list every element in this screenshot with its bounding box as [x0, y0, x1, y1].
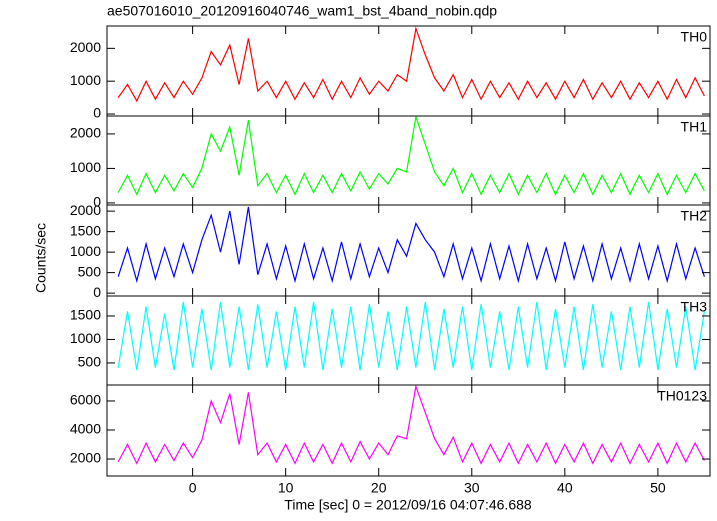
y-tick-label: 500	[78, 354, 102, 370]
x-tick-label: 20	[371, 480, 387, 496]
y-axis-label: Counts/sec	[33, 223, 49, 293]
y-tick-label: 2000	[70, 125, 101, 141]
y-tick-label: 6000	[70, 392, 101, 408]
x-tick-label: 40	[557, 480, 573, 496]
y-tick-label: 1500	[70, 222, 101, 238]
x-tick-label: 10	[278, 480, 294, 496]
panel-frame	[106, 384, 711, 477]
panel-label: TH0123	[657, 388, 707, 404]
panel-label: TH2	[681, 208, 708, 224]
y-tick-label: 500	[78, 263, 102, 279]
y-tick-label: 0	[93, 105, 101, 121]
y-tick-label: 0	[93, 194, 101, 210]
panel-label: TH1	[681, 119, 708, 135]
y-tick-label: 1000	[70, 72, 101, 88]
y-tick-label: 2000	[70, 202, 101, 218]
data-line	[117, 26, 705, 103]
y-tick-label: 4000	[70, 421, 101, 437]
data-line	[117, 206, 705, 284]
data-line	[117, 301, 705, 371]
panel-label: TH3	[681, 299, 708, 315]
x-tick-label: 30	[464, 480, 480, 496]
chart-title: ae507016010_20120916040746_wam1_bst_4ban…	[107, 3, 497, 19]
data-line	[117, 116, 705, 196]
y-tick-label: 1000	[70, 330, 101, 346]
x-axis-label: Time [sec] 0 = 2012/09/16 04:07:46.688	[284, 497, 532, 513]
data-line	[117, 385, 705, 465]
panel-label: TH0	[681, 29, 708, 45]
y-tick-label: 2000	[70, 450, 101, 466]
x-tick-label: 50	[650, 480, 666, 496]
y-tick-label: 1000	[70, 243, 101, 259]
x-tick-label: 0	[189, 480, 197, 496]
y-tick-label: 0	[93, 284, 101, 300]
y-tick-label: 1500	[70, 307, 101, 323]
y-tick-label: 1000	[70, 159, 101, 175]
y-tick-label: 2000	[70, 39, 101, 55]
